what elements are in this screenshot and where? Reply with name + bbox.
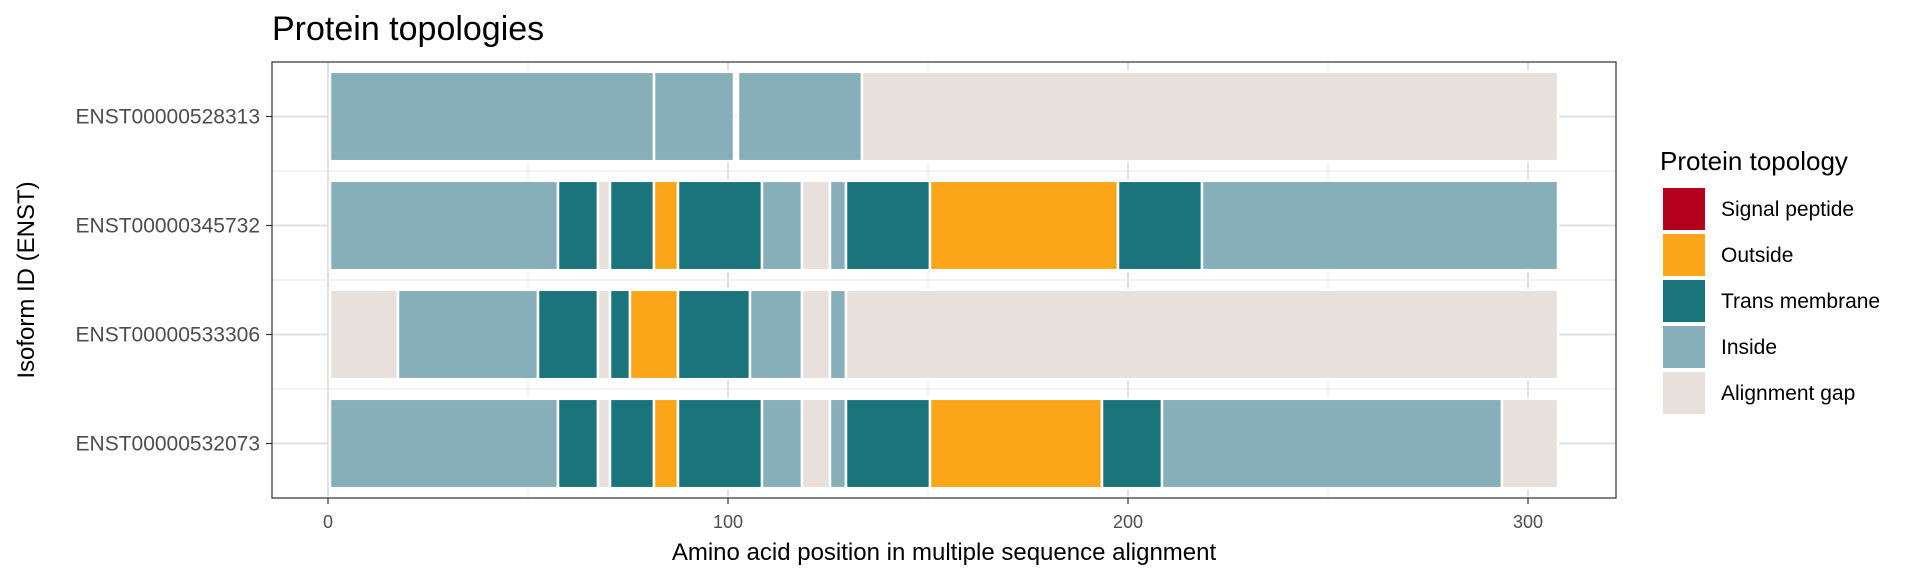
bar-segment	[928, 179, 1120, 272]
bar-segment	[800, 288, 832, 381]
bar-segment	[1100, 397, 1164, 490]
x-axis-title: Amino acid position in multiple sequence…	[672, 539, 1217, 566]
bar-segment	[1116, 179, 1204, 272]
bar-segment	[800, 179, 832, 272]
bar-segment	[800, 397, 832, 490]
bar-segment	[1160, 397, 1504, 490]
bar-segment	[828, 288, 848, 381]
legend-label: Inside	[1721, 336, 1777, 359]
bar-segment	[328, 397, 560, 490]
bar-segment	[844, 288, 1560, 381]
y-tick-label: ENST00000528313	[76, 106, 260, 129]
legend-key	[1663, 234, 1705, 276]
legend-key	[1663, 326, 1705, 368]
bar-segment	[328, 179, 560, 272]
bar-segment	[1500, 397, 1560, 490]
bar-segment	[652, 397, 680, 490]
bar-segment	[676, 288, 752, 381]
y-axis-title: Isoform ID (ENST)	[13, 181, 40, 378]
bar-segment	[652, 70, 736, 163]
chart-title: Protein topologies	[272, 10, 544, 48]
legend-label: Alignment gap	[1721, 382, 1855, 405]
bar-segment	[844, 397, 932, 490]
y-axis-ticks: ENST00000528313 ENST00000345732 ENST000005…	[76, 106, 272, 456]
plot-panel-border	[271, 61, 1617, 499]
legend-label: Signal peptide	[1721, 198, 1854, 221]
x-tick-label: 100	[713, 512, 743, 532]
bar-segment	[628, 288, 680, 381]
bar-segment	[396, 288, 540, 381]
bar-segment	[556, 397, 600, 490]
x-tick-label: 0	[323, 512, 333, 532]
legend-key	[1663, 372, 1705, 414]
bar-segment	[736, 70, 864, 163]
legend-label: Trans membrane	[1721, 290, 1880, 313]
bar-segment	[608, 288, 632, 381]
bar-segment	[760, 179, 804, 272]
bar-segment	[328, 70, 656, 163]
bar-segment	[652, 179, 680, 272]
bar-segment	[828, 397, 848, 490]
bar-segment	[536, 288, 600, 381]
bar-segment	[828, 179, 848, 272]
bar-segment	[860, 70, 1560, 163]
legend-key	[1663, 280, 1705, 322]
x-axis-ticks: 0 100 200 300	[323, 498, 1543, 532]
bar-segment	[748, 288, 804, 381]
bar-segment	[676, 397, 764, 490]
bar-segments	[328, 70, 1560, 490]
legend-title: Protein topology	[1660, 146, 1848, 176]
y-tick-label: ENST00000532073	[76, 433, 260, 456]
y-tick-label: ENST00000345732	[76, 215, 260, 238]
x-tick-label: 300	[1513, 512, 1543, 532]
bar-segment	[596, 179, 612, 272]
bar-segment	[844, 179, 932, 272]
x-tick-label: 200	[1113, 512, 1143, 532]
bar-segment	[1200, 179, 1560, 272]
y-tick-label: ENST00000533306	[76, 324, 260, 347]
bar-segment	[760, 397, 804, 490]
bar-segment	[608, 397, 656, 490]
bar-segment	[676, 179, 764, 272]
bar-segment	[596, 397, 612, 490]
legend: Protein topology Signal peptide Outside Tr…	[1660, 146, 1880, 414]
bar-segment	[556, 179, 600, 272]
bar-segment	[596, 288, 612, 381]
legend-key	[1663, 188, 1705, 230]
bar-segment	[928, 397, 1104, 490]
bar-segment	[328, 288, 400, 381]
bar-segment	[608, 179, 656, 272]
legend-label: Outside	[1721, 244, 1793, 267]
